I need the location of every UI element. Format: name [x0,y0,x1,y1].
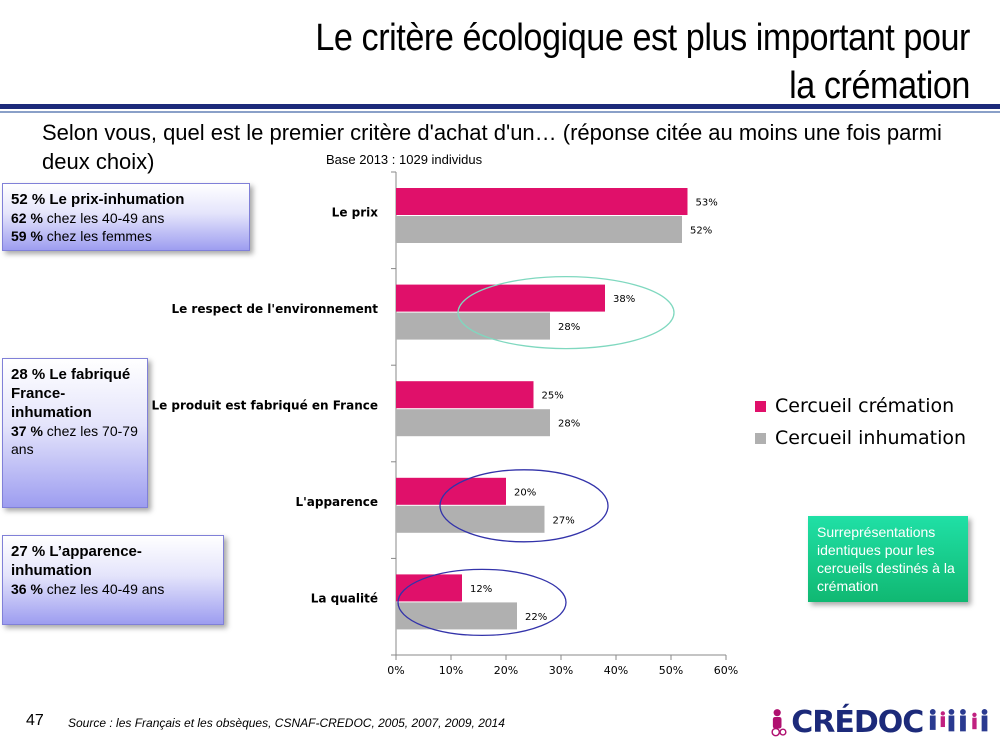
data-label: 53% [696,198,718,209]
people-icon [771,709,787,737]
bar-inhumation [396,505,545,533]
info-box-line: 62 % chez les 40-49 ans [11,210,165,226]
info-box-line: 59 % chez les femmes [11,228,152,244]
category-label: Le respect de l'environnement [171,302,378,316]
legend-swatch-inhumation [755,432,766,444]
category-label: L'apparence [295,495,378,509]
data-label: 52% [690,226,712,237]
title-rule [0,104,1000,109]
category-label: Le produit est fabriqué en France [151,399,378,413]
legend-label: Cercueil inhumation [775,427,967,449]
info-box-head: 27 % L’apparence-inhumation [11,543,142,579]
highlight-ellipse [457,275,675,350]
bar-cremation [396,477,506,505]
legend-label: Cercueil crémation [775,395,955,417]
x-tick-label: 30% [549,664,573,677]
x-tick-label: 40% [604,664,628,677]
slide-title: Le critère écologique est plus important… [315,17,970,107]
data-label: 28% [558,419,580,430]
highlight-ellipse [439,469,609,543]
base-note: Base 2013 : 1029 individus [326,152,483,167]
data-label: 38% [613,294,635,305]
x-tick-label: 20% [494,664,518,677]
bar-cremation [396,188,688,215]
x-tick-label: 50% [659,664,683,677]
x-tick-label: 10% [439,664,463,677]
credoc-logo: CRÉDOC [770,700,992,744]
info-box-head: 28 % Le fabriqué France-inhumation [11,366,131,421]
data-label: 12% [470,584,492,595]
logo-text: CRÉDOC [791,704,924,740]
x-tick-label: 60% [714,664,738,677]
info-box-line: 36 % chez les 40-49 ans [11,581,165,597]
info-box-fabrique-france: 28 % Le fabriqué France-inhumation 37 % … [2,358,148,508]
bar-inhumation [396,312,550,340]
category-label: Le prix [332,205,379,219]
title-rule-thin [0,111,1000,113]
survey-question: Selon vous, quel est le premier critère … [42,120,942,174]
source-note: Source : les Français et les obsèques, C… [68,716,505,730]
family-icon [930,709,988,732]
bar-inhumation [396,602,517,630]
info-box-prix: 52 % Le prix-inhumation 62 % chez les 40… [2,183,250,251]
legend-item-cremation: Cercueil crémation [755,390,966,422]
x-tick-label: 0% [387,664,404,677]
highlight-ellipse [397,568,567,637]
data-label: 27% [553,515,575,526]
data-label: 20% [514,487,536,498]
chart-legend: Cercueil crémation Cercueil inhumation [755,390,966,454]
info-box-apparence: 27 % L’apparence-inhumation 36 % chez le… [2,535,224,625]
note-box: Surreprésentations identiques pour les c… [808,516,968,602]
bar-inhumation [396,216,682,243]
bar-inhumation [396,409,550,437]
data-label: 28% [558,322,580,333]
category-label: La qualité [311,592,378,606]
legend-item-inhumation: Cercueil inhumation [755,422,966,454]
page-number: 47 [26,712,44,729]
legend-swatch-cremation [755,400,766,412]
info-box-head: 52 % Le prix-inhumation [11,191,185,208]
bar-cremation [396,381,534,409]
info-box-line: 37 % chez les 70-79 ans [11,423,138,457]
bar-cremation [396,284,605,312]
data-label: 25% [542,391,564,402]
data-label: 22% [525,612,547,623]
